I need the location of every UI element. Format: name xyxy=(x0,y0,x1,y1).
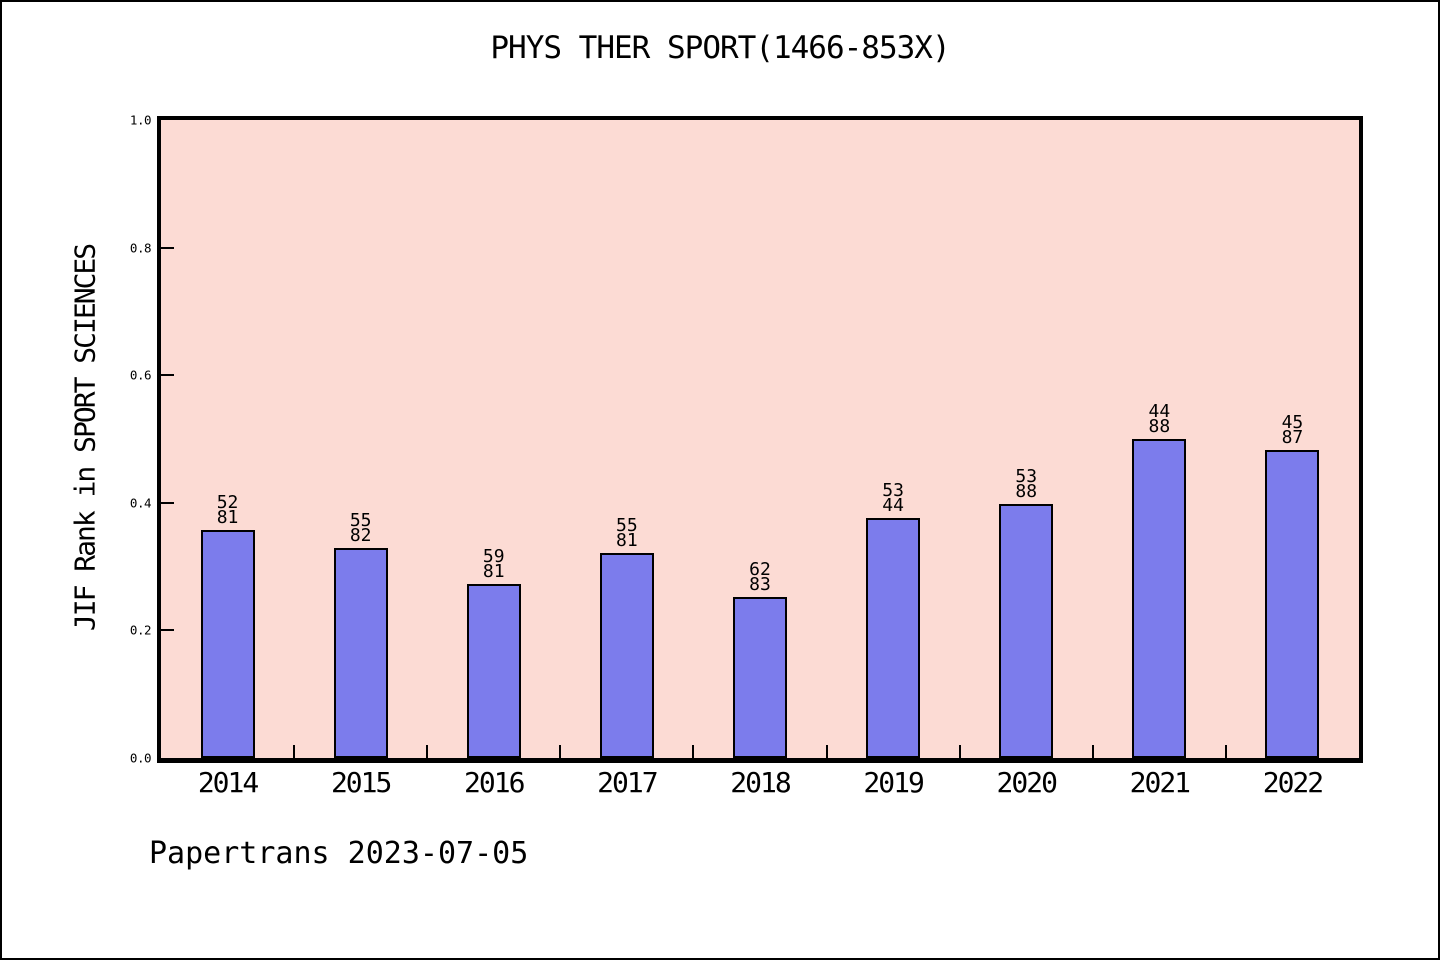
bar-2020 xyxy=(999,504,1054,758)
y-tick-label: 0.0 xyxy=(129,750,152,766)
bar-value-label-2014: 52 81 xyxy=(216,492,239,528)
x-tick xyxy=(426,745,429,758)
y-tick-label: 1.0 xyxy=(129,112,152,128)
bar-2015 xyxy=(333,548,388,758)
x-tick-label-2017: 2017 xyxy=(597,766,658,799)
x-tick xyxy=(1091,745,1094,758)
x-tick-label-2014: 2014 xyxy=(197,766,259,799)
y-tick-label: 0.2 xyxy=(129,622,152,638)
x-tick xyxy=(692,745,695,758)
bar-2014 xyxy=(200,530,255,758)
y-tick xyxy=(161,629,174,632)
plot-area: 52 81 2014 55 82 2015 59 81 2016 55 81 2017 62 8… xyxy=(130,113,1363,799)
bar-value-label-2017: 55 81 xyxy=(616,515,638,551)
y-tick xyxy=(161,246,174,249)
bar-2019 xyxy=(866,518,921,758)
bar-value-label-2015: 55 82 xyxy=(349,510,372,546)
x-tick xyxy=(293,745,296,758)
x-tick xyxy=(1224,745,1227,758)
bar-value-label-2016: 59 81 xyxy=(482,546,505,582)
bar-2021 xyxy=(1132,439,1187,758)
x-tick-label-2018: 2018 xyxy=(730,766,791,799)
y-tick-label: 0.8 xyxy=(129,240,152,256)
footer-watermark: Papertrans 2023-07-05 xyxy=(149,836,529,871)
y-tick-label: 0.6 xyxy=(129,367,152,383)
x-tick-label-2019: 2019 xyxy=(863,766,924,799)
x-tick xyxy=(559,745,562,758)
x-tick-label-2016: 2016 xyxy=(464,766,525,799)
bar-2016 xyxy=(466,584,521,758)
chart-title: PHYS THER SPORT(1466-853X) xyxy=(490,30,950,66)
bar-value-label-2022: 45 87 xyxy=(1281,412,1304,448)
y-tick xyxy=(161,501,174,504)
x-tick xyxy=(825,745,828,758)
bar-2022 xyxy=(1265,450,1320,758)
bar-2018 xyxy=(733,597,787,758)
x-tick-label-2022: 2022 xyxy=(1262,766,1324,799)
x-tick-label-2015: 2015 xyxy=(330,766,392,799)
y-tick-label: 0.4 xyxy=(129,495,152,511)
x-tick xyxy=(958,745,961,758)
y-tick xyxy=(161,374,174,377)
y-axis-title: JIF Rank in SPORT SCIENCES xyxy=(68,244,102,632)
x-tick-label-2021: 2021 xyxy=(1129,766,1191,799)
bar-value-label-2019: 53 44 xyxy=(882,480,904,516)
bar-value-label-2018: 62 83 xyxy=(749,559,771,595)
bar-value-label-2020: 53 88 xyxy=(1015,466,1038,502)
bar-value-label-2021: 44 88 xyxy=(1148,401,1171,437)
x-tick-label-2020: 2020 xyxy=(996,766,1058,799)
bar-2017 xyxy=(599,553,654,758)
